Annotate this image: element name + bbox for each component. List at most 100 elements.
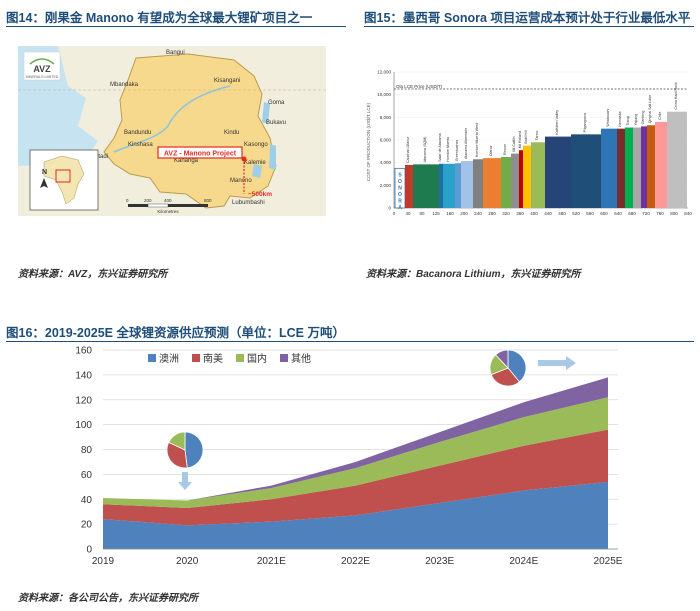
fig14-title: 图14：刚果金 Manono 有望成为全球最大锂矿项目之一 xyxy=(6,11,313,25)
project-label: Tanco xyxy=(535,131,539,141)
cost-bar xyxy=(633,127,641,208)
y-tick-label: 40 xyxy=(81,495,93,506)
x-tick-label: 2022E xyxy=(341,556,370,567)
place-label: Kalemie xyxy=(244,160,266,166)
cost-bar xyxy=(617,128,625,208)
distance-label: ~500km xyxy=(248,191,272,198)
logo-text: AVZ xyxy=(33,64,51,74)
fig15-rule xyxy=(364,26,694,27)
cost-bar xyxy=(405,164,413,208)
cost-bar xyxy=(413,164,439,208)
avz-logo xyxy=(23,51,61,81)
x-tick-label: 2024E xyxy=(509,556,538,567)
project-label: Olaroz xyxy=(489,145,493,156)
project-label: Nemaska xyxy=(618,111,622,126)
project-label: Whabouchi xyxy=(606,108,610,126)
scale-unit: Kilometres xyxy=(157,209,179,214)
congo-map: AVZ MINERALS LIMITED Bangui Mbandaka Kis… xyxy=(18,46,326,216)
cost-x-tick: 125 xyxy=(432,211,440,216)
cost-y-tick: 0 xyxy=(388,206,391,211)
area-series-南美 xyxy=(103,429,608,526)
fig16-rule xyxy=(6,341,694,342)
project-label: Atacama Albemarle xyxy=(464,128,468,159)
cost-bar xyxy=(483,158,501,208)
scale-tick: 200 xyxy=(144,198,152,203)
legend-label: 澳洲 xyxy=(159,352,179,365)
place-label: Goma xyxy=(268,100,285,106)
cost-y-tick: 4,000 xyxy=(380,160,392,165)
cost-bar xyxy=(601,128,617,208)
project-label: Hombre Muerto West xyxy=(475,123,479,157)
project-label: Atacama (SQM) xyxy=(423,137,427,163)
cost-bar xyxy=(473,159,483,208)
fig14-source: 资料来源：AVZ，东兴证券研究所 xyxy=(18,269,168,280)
legend-label: 国内 xyxy=(247,352,267,365)
project-label: Hombre Muerto xyxy=(446,137,450,162)
project-label: Pilgangoora xyxy=(583,113,587,132)
sonora-label: O xyxy=(398,179,402,185)
cost-curve-chart: COST OF PRODUCTION (US$/T LCE) 0 2,000 4,0… xyxy=(362,62,694,232)
cost-bar xyxy=(545,136,571,208)
cost-x-tick: 320 xyxy=(502,211,510,216)
place-label: Bandundu xyxy=(124,130,151,136)
project-label: AVZ - Manono Project xyxy=(164,151,237,158)
sonora-label: S xyxy=(398,172,402,178)
cost-x-tick: 360 xyxy=(516,211,524,216)
inset-highlight xyxy=(55,169,71,183)
cost-x-tick: 600 xyxy=(600,211,608,216)
x-tick-label: 2023E xyxy=(425,556,454,567)
cost-y-tick: 12,000 xyxy=(377,70,391,75)
cost-bar xyxy=(667,111,687,208)
project-label: Ganfeng xyxy=(641,111,645,125)
cost-bar xyxy=(571,134,601,208)
legend-swatch xyxy=(236,354,244,362)
x-tick-label: 2020 xyxy=(176,556,199,567)
fig16-source: 资料来源：各公司公告，东兴证券研究所 xyxy=(18,593,198,604)
cost-bar xyxy=(461,160,473,208)
project-callout xyxy=(157,146,243,159)
y-tick-label: 160 xyxy=(75,346,92,357)
project-label: Rincon xyxy=(503,144,507,155)
cost-x-tick: 240 xyxy=(474,211,482,216)
cost-bar xyxy=(523,145,531,208)
cost-bar xyxy=(655,121,667,208)
y-tick-label: 120 xyxy=(75,395,92,406)
legend-label: 其他 xyxy=(291,352,311,365)
map-svg: AVZ MINERALS LIMITED Bangui Mbandaka Kis… xyxy=(18,46,326,216)
fig15-source: 资料来源：Bacanora Lithium，东兴证券研究所 xyxy=(366,269,581,280)
cost-x-tick: 520 xyxy=(572,211,580,216)
x-tick-label: 2025E xyxy=(594,556,623,567)
project-label: Kathleen Valley xyxy=(555,110,559,135)
legend-label: 南美 xyxy=(203,352,223,365)
scale-tick: 0 xyxy=(126,198,129,203)
supply-area-svg: 0 20 40 60 80 100 120 140 160 2019 2020 2021E 2022E 2… xyxy=(75,346,623,568)
place-label: Kisangani xyxy=(214,78,240,84)
place-label: Kananga xyxy=(174,158,199,164)
manono-marker xyxy=(241,156,247,162)
pie-2020-slice xyxy=(168,431,186,451)
fig14-rule xyxy=(6,26,346,27)
cost-bar xyxy=(519,150,523,208)
y-tick-label: 140 xyxy=(75,370,92,381)
cost-bar xyxy=(625,127,633,208)
cost-bar xyxy=(501,157,511,208)
project-label: Greenbushes xyxy=(455,139,459,161)
right-arrow-icon xyxy=(538,356,576,370)
cost-x-tick: 200 xyxy=(460,211,468,216)
cost-x-tick: 160 xyxy=(446,211,454,216)
pie-2025-slice xyxy=(495,349,509,370)
x-tick-label: 2021E xyxy=(257,556,286,567)
down-arrow-icon xyxy=(178,472,192,490)
cost-curve-svg: COST OF PRODUCTION (US$/T LCE) 0 2,000 4,0… xyxy=(366,70,692,217)
price-label: Ola LCE Price (USD/T) xyxy=(396,84,443,89)
cost-y-tick: 10,000 xyxy=(377,92,391,97)
area-series-澳洲 xyxy=(103,481,608,549)
y-tick-label: 0 xyxy=(86,545,92,556)
cost-x-tick: 480 xyxy=(558,211,566,216)
supply-chart: 0 20 40 60 80 100 120 140 160 2019 2020 2021E 2022E 2… xyxy=(0,342,700,572)
cost-y-tick: 2,000 xyxy=(380,183,392,188)
y-tick-label: 20 xyxy=(81,520,93,531)
place-label: Matadi xyxy=(90,154,108,160)
project-label: Salar de Atacama xyxy=(438,133,442,161)
legend-swatch xyxy=(280,354,288,362)
